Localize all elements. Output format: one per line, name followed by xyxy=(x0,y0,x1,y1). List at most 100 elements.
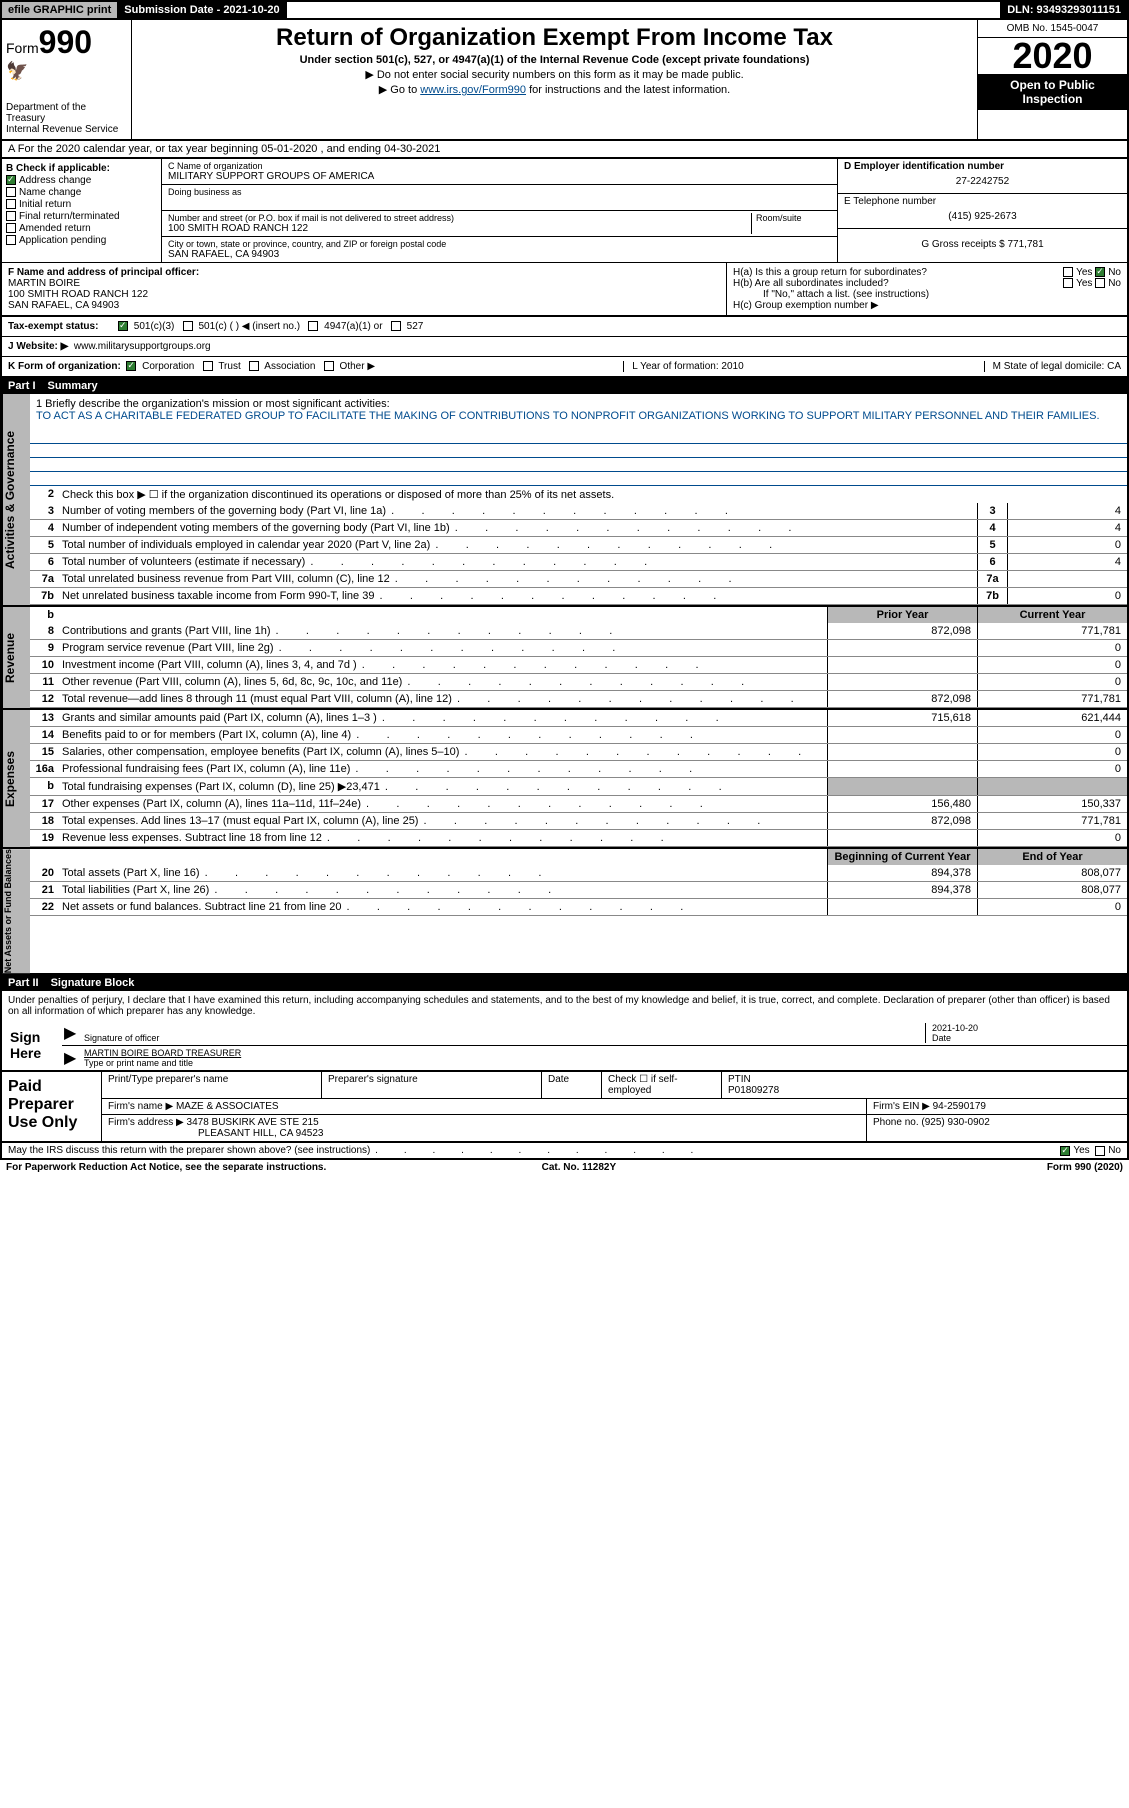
year-formation: L Year of formation: 2010 xyxy=(623,361,743,372)
sign-here-label: Sign Here xyxy=(2,1021,62,1070)
hb-yes-checkbox[interactable] xyxy=(1063,278,1073,288)
summary-line-19: 19Revenue less expenses. Subtract line 1… xyxy=(30,830,1127,847)
discuss-yes-checkbox[interactable] xyxy=(1060,1146,1070,1156)
summary-line-12: 12Total revenue—add lines 8 through 11 (… xyxy=(30,691,1127,708)
summary-line-4: 4Number of independent voting members of… xyxy=(30,520,1127,537)
telephone: (415) 925-2673 xyxy=(844,207,1121,226)
tax-opt-checkbox[interactable]: 501(c) ( ) ◀ (insert no.) xyxy=(183,321,309,332)
checkbox-final-return-terminated[interactable]: Final return/terminated xyxy=(6,211,157,222)
ha-no-checkbox[interactable] xyxy=(1095,267,1105,277)
subtitle-2: ▶ Do not enter social security numbers o… xyxy=(136,68,973,81)
summary-line-8: 8Contributions and grants (Part VIII, li… xyxy=(30,623,1127,640)
dba-cell: Doing business as xyxy=(162,185,837,211)
mission-block: 1 Briefly describe the organization's mi… xyxy=(30,394,1127,444)
firm-name: MAZE & ASSOCIATES xyxy=(176,1101,279,1112)
gross-receipts: G Gross receipts $ 771,781 xyxy=(838,229,1127,252)
instructions-link[interactable]: www.irs.gov/Form990 xyxy=(420,84,526,96)
city-state-zip: SAN RAFAEL, CA 94903 xyxy=(168,249,831,260)
form-number: Form990 xyxy=(6,24,127,61)
col-b-checkboxes: B Check if applicable: Address changeNam… xyxy=(2,159,162,262)
discuss-no-checkbox[interactable] xyxy=(1095,1146,1105,1156)
paid-preparer-label: Paid Preparer Use Only xyxy=(2,1072,102,1141)
tax-opt-checkbox[interactable]: 501(c)(3) xyxy=(118,321,183,332)
summary-line-17: 17Other expenses (Part IX, column (A), l… xyxy=(30,796,1127,813)
row-a-tax-year: A For the 2020 calendar year, or tax yea… xyxy=(0,141,1129,159)
col-headers: b Prior Year Current Year xyxy=(30,607,1127,623)
k-opt-checkbox[interactable]: Corporation xyxy=(126,361,202,372)
state-domicile: M State of legal domicile: CA xyxy=(984,361,1121,372)
k-opt-checkbox[interactable]: Association xyxy=(249,361,324,372)
summary-line-7a: 7aTotal unrelated business revenue from … xyxy=(30,571,1127,588)
arrow-icon: ▶ xyxy=(64,1048,84,1068)
summary-line-6: 6Total number of volunteers (estimate if… xyxy=(30,554,1127,571)
city-cell: City or town, state or province, country… xyxy=(162,237,837,262)
addr-cell: Number and street (or P.O. box if mail i… xyxy=(162,211,837,237)
vtab-expenses: Expenses xyxy=(2,710,30,847)
tax-status-row: Tax-exempt status: 501(c)(3) 501(c) ( ) … xyxy=(0,317,1129,337)
principal-officer: F Name and address of principal officer:… xyxy=(2,263,727,315)
col-b-header: B Check if applicable: xyxy=(6,163,157,174)
checkbox-address-change[interactable]: Address change xyxy=(6,175,157,186)
blank-line xyxy=(30,458,1127,472)
form-header: Form990 🦅 Department of the Treasury Int… xyxy=(0,20,1129,141)
k-opt-checkbox[interactable]: Trust xyxy=(203,361,249,372)
k-opt-checkbox[interactable]: Other ▶ xyxy=(324,361,384,372)
ein-cell: D Employer identification number 27-2242… xyxy=(838,159,1127,194)
col-de: D Employer identification number 27-2242… xyxy=(837,159,1127,262)
page-footer: For Paperwork Reduction Act Notice, see … xyxy=(0,1160,1129,1175)
signature-block: Under penalties of perjury, I declare th… xyxy=(0,991,1129,1072)
org-name: MILITARY SUPPORT GROUPS OF AMERICA xyxy=(168,171,831,182)
summary-line-3: 3Number of voting members of the governi… xyxy=(30,503,1127,520)
form-title: Return of Organization Exempt From Incom… xyxy=(136,24,973,52)
summary-line-21: 21Total liabilities (Part X, line 26)894… xyxy=(30,882,1127,899)
firm-ein: 94-2590179 xyxy=(933,1101,986,1112)
top-bar: efile GRAPHIC print Submission Date - 20… xyxy=(0,0,1129,20)
ha-yes-checkbox[interactable] xyxy=(1063,267,1073,277)
checkbox-amended-return[interactable]: Amended return xyxy=(6,223,157,234)
part1-header: Part I Summary xyxy=(0,378,1129,394)
officer-name: MARTIN BOIRE BOARD TREASURER xyxy=(84,1048,241,1058)
perjury-declaration: Under penalties of perjury, I declare th… xyxy=(2,991,1127,1021)
summary-line-20: 20Total assets (Part X, line 16)894,3788… xyxy=(30,865,1127,882)
blank-line xyxy=(30,472,1127,486)
col-headers-2: Beginning of Current Year End of Year xyxy=(30,849,1127,865)
summary-line-11: 11Other revenue (Part VIII, column (A), … xyxy=(30,674,1127,691)
checkbox-name-change[interactable]: Name change xyxy=(6,187,157,198)
paid-preparer-block: Paid Preparer Use Only Print/Type prepar… xyxy=(0,1072,1129,1143)
tax-opt-checkbox[interactable]: 527 xyxy=(391,321,432,332)
summary-line-22: 22Net assets or fund balances. Subtract … xyxy=(30,899,1127,916)
vtab-revenue: Revenue xyxy=(2,607,30,708)
mission-text: TO ACT AS A CHARITABLE FEDERATED GROUP T… xyxy=(36,410,1100,422)
blank-line xyxy=(30,444,1127,458)
efile-label[interactable]: efile GRAPHIC print xyxy=(2,2,118,18)
subtitle-3: ▶ Go to www.irs.gov/Form990 for instruct… xyxy=(136,83,973,96)
website-row: J Website: ▶ www.militarysupportgroups.o… xyxy=(0,337,1129,357)
header-mid: Return of Organization Exempt From Incom… xyxy=(132,20,977,139)
spacer xyxy=(287,2,1002,18)
summary-line-7b: 7bNet unrelated business taxable income … xyxy=(30,588,1127,605)
street-address: 100 SMITH ROAD RANCH 122 xyxy=(168,223,751,234)
checkbox-application-pending[interactable]: Application pending xyxy=(6,235,157,246)
fgh-row: F Name and address of principal officer:… xyxy=(0,262,1129,317)
tax-opt-checkbox[interactable]: 4947(a)(1) or xyxy=(308,321,390,332)
header-left: Form990 🦅 Department of the Treasury Int… xyxy=(2,20,132,139)
firm-address: 3478 BUSKIRK AVE STE 215 xyxy=(187,1117,319,1128)
summary-line-5: 5Total number of individuals employed in… xyxy=(30,537,1127,554)
submission-date: Submission Date - 2021-10-20 xyxy=(118,2,286,18)
net-assets-section: Net Assets or Fund Balances Beginning of… xyxy=(0,849,1129,975)
summary-line-16a: 16aProfessional fundraising fees (Part I… xyxy=(30,761,1127,778)
vtab-net-assets: Net Assets or Fund Balances xyxy=(2,849,30,973)
phone-cell: E Telephone number (415) 925-2673 xyxy=(838,194,1127,229)
summary-line-14: 14Benefits paid to or for members (Part … xyxy=(30,727,1127,744)
org-name-cell: C Name of organization MILITARY SUPPORT … xyxy=(162,159,837,185)
hb-no-checkbox[interactable] xyxy=(1095,278,1105,288)
checkbox-initial-return[interactable]: Initial return xyxy=(6,199,157,210)
k-row: K Form of organization: Corporation Trus… xyxy=(0,357,1129,378)
ein: 27-2242752 xyxy=(844,172,1121,191)
summary-line-15: 15Salaries, other compensation, employee… xyxy=(30,744,1127,761)
ptin: P01809278 xyxy=(728,1085,779,1096)
group-return: H(a) Is this a group return for subordin… xyxy=(727,263,1127,315)
entity-block: B Check if applicable: Address changeNam… xyxy=(0,159,1129,262)
website-url: www.militarysupportgroups.org xyxy=(74,341,211,352)
summary-line-18: 18Total expenses. Add lines 13–17 (must … xyxy=(30,813,1127,830)
